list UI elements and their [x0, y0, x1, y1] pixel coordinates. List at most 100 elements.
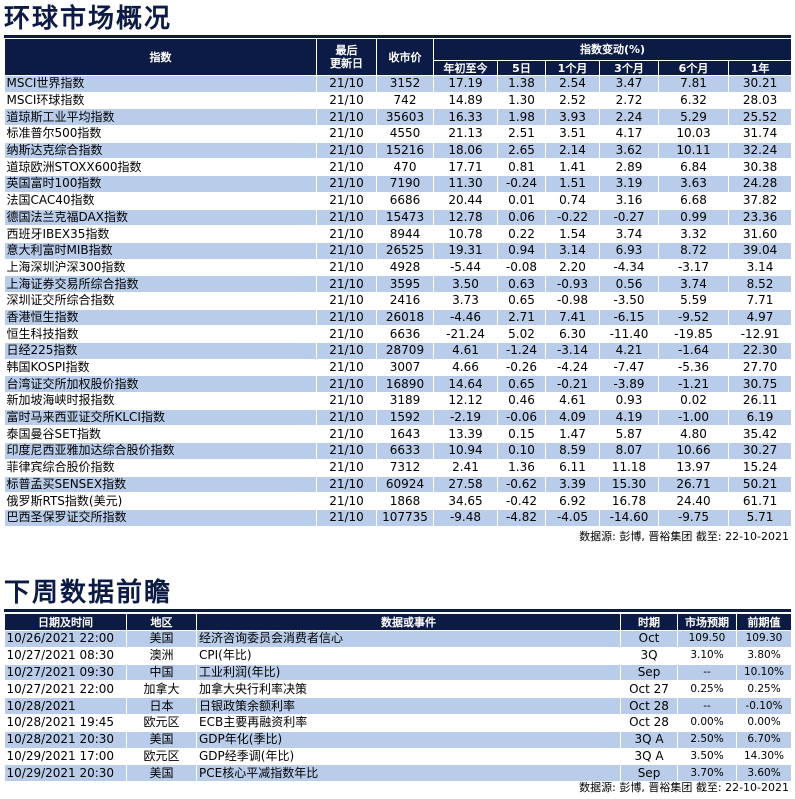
table-row: 10/27/2021 08:30 澳洲 CPI(年比) 3Q 3.10% 3.80% — [4, 647, 792, 665]
section1-divider — [4, 35, 791, 38]
previous-cell: 0.00% — [736, 714, 792, 732]
3m-cell: 11.18 — [599, 459, 659, 477]
3m-cell: -11.40 — [599, 325, 659, 343]
close-cell: 1592 — [376, 409, 434, 427]
close-cell: 15216 — [376, 142, 434, 160]
period-cell: 3Q — [620, 647, 678, 665]
close-cell: 7190 — [376, 175, 434, 193]
region-cell: 加拿大 — [126, 680, 197, 699]
index-name-cell: 上海证券交易所综合指数 — [4, 275, 317, 293]
ytd-cell: 16.33 — [433, 108, 498, 127]
6m-cell: 0.02 — [658, 392, 729, 410]
updated-cell: 21/10 — [316, 225, 377, 243]
index-name-cell: MSCI环球指数 — [4, 92, 317, 110]
1m-cell: 3.14 — [545, 242, 600, 260]
table-row: MSCI世界指数 21/10 3152 17.19 1.38 2.54 3.47 7.81 30… — [4, 75, 793, 93]
index-name-cell: 纳斯达克综合指数 — [4, 142, 317, 160]
datetime-cell: 10/28/2021 — [4, 697, 127, 715]
close-cell: 3152 — [376, 75, 434, 93]
6m-cell: 5.29 — [658, 108, 729, 127]
table-row: 英国富时100指数 21/10 7190 11.30 -0.24 1.51 3.19 3.63… — [4, 175, 793, 193]
5d-cell: 1.98 — [497, 108, 546, 127]
1m-cell: 2.52 — [545, 92, 600, 110]
index-name-cell: 俄罗斯RTS指数(美元) — [4, 492, 317, 510]
period-cell: 3Q A — [620, 731, 678, 749]
3m-cell: 0.93 — [599, 392, 659, 410]
close-cell: 26525 — [376, 242, 434, 260]
1y-cell: 7.71 — [728, 292, 793, 310]
region-cell: 欧元区 — [126, 714, 197, 732]
header-previous: 前期值 — [736, 613, 792, 631]
1y-cell: 32.24 — [728, 142, 793, 160]
header-period: 1年 — [727, 60, 793, 76]
table-row: 上海深圳沪深300指数 21/10 4928 -5.44 -0.08 2.20 -4.34-… — [4, 259, 793, 277]
updated-cell: 21/10 — [316, 375, 377, 394]
region-cell: 澳洲 — [126, 647, 197, 665]
3m-cell: 6.93 — [599, 242, 659, 260]
6m-cell: 6.68 — [658, 192, 729, 210]
1y-cell: 15.24 — [728, 459, 793, 477]
updated-cell: 21/10 — [316, 275, 377, 293]
6m-cell: 10.11 — [658, 142, 729, 160]
close-cell: 26018 — [376, 309, 434, 327]
1y-cell: 30.75 — [728, 375, 793, 394]
3m-cell: 2.72 — [599, 92, 659, 110]
index-name-cell: 法国CAC40指数 — [4, 192, 317, 210]
table-row: 台湾证交所加权股价指数 21/10 16890 14.64 0.65 -0.21 -3.89… — [4, 375, 793, 394]
section1-source: 数据源: 彭博, 晋裕集团 截至: 22-10-2021 — [579, 530, 789, 543]
1m-cell: -0.22 — [545, 209, 600, 227]
3m-cell: 5.87 — [599, 425, 659, 444]
1m-cell: 2.14 — [545, 142, 600, 160]
ytd-cell: 13.39 — [433, 425, 498, 444]
ytd-cell: 19.31 — [433, 242, 498, 260]
region-cell: 日本 — [126, 697, 197, 715]
ytd-cell: 10.94 — [433, 442, 498, 460]
updated-cell: 21/10 — [316, 309, 377, 327]
updated-cell: 21/10 — [316, 259, 377, 277]
1m-cell: -4.24 — [545, 359, 600, 377]
1m-cell: 3.39 — [545, 476, 600, 494]
1y-cell: 39.04 — [728, 242, 793, 260]
index-name-cell: 意大利富时MIB指数 — [4, 242, 317, 260]
event-cell: CPI(年比) — [196, 647, 621, 665]
6m-cell: -9.75 — [658, 509, 729, 527]
event-cell: 加拿大央行利率决策 — [196, 680, 621, 699]
datetime-cell: 10/27/2021 08:30 — [4, 647, 127, 665]
index-name-cell: 上海深圳沪深300指数 — [4, 259, 317, 277]
1m-cell: 1.41 — [545, 158, 600, 177]
6m-cell: -1.21 — [658, 375, 729, 394]
index-name-cell: 西班牙IBEX35指数 — [4, 225, 317, 243]
event-cell: 工业利润(年比) — [196, 664, 621, 682]
close-cell: 2416 — [376, 292, 434, 310]
1m-cell: 8.59 — [545, 442, 600, 460]
index-name-cell: 道琼斯工业平均指数 — [4, 108, 317, 127]
3m-cell: 16.78 — [599, 492, 659, 510]
datetime-cell: 10/29/2021 17:00 — [4, 748, 127, 766]
1m-cell: 2.54 — [545, 75, 600, 93]
index-name-cell: 巴西圣保罗证交所指数 — [4, 509, 317, 527]
1y-cell: 8.52 — [728, 275, 793, 293]
1y-cell: 24.28 — [728, 175, 793, 193]
index-name-cell: 菲律宾综合股价指数 — [4, 459, 317, 477]
1y-cell: 4.97 — [728, 309, 793, 327]
market-overview-table: 指数 最后 更新日 收市价 指数变动(%) 年初至今 5日 1个月 3个月 6个… — [4, 38, 793, 527]
ytd-cell: 11.30 — [433, 175, 498, 193]
ytd-cell: -9.48 — [433, 509, 498, 527]
forecast-cell: 2.50% — [677, 731, 737, 749]
1y-cell: 26.11 — [728, 392, 793, 410]
ytd-cell: 3.50 — [433, 275, 498, 293]
updated-cell: 21/10 — [316, 158, 377, 177]
1m-cell: 1.51 — [545, 175, 600, 193]
5d-cell: 0.15 — [497, 425, 546, 444]
forecast-cell: 109.50 — [677, 630, 737, 648]
5d-cell: 0.01 — [497, 192, 546, 210]
3m-cell: 4.17 — [599, 125, 659, 143]
header-period: 时期 — [620, 613, 678, 631]
updated-cell: 21/10 — [316, 92, 377, 110]
1y-cell: 31.60 — [728, 225, 793, 243]
5d-cell: 0.65 — [497, 375, 546, 394]
close-cell: 4550 — [376, 125, 434, 143]
5d-cell: -0.08 — [497, 259, 546, 277]
event-cell: 日银政策余额利率 — [196, 697, 621, 715]
6m-cell: 3.63 — [658, 175, 729, 193]
